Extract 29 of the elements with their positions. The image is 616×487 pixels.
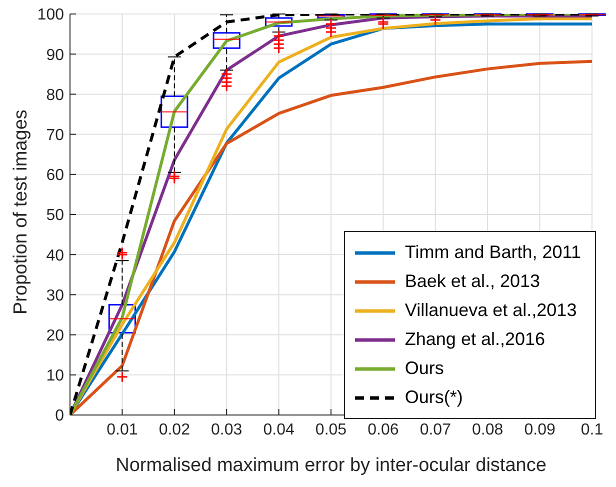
x-tick-label: 0.02 xyxy=(158,421,190,438)
y-tick-label: 80 xyxy=(46,86,64,104)
y-tick-label: 50 xyxy=(46,207,64,224)
y-tick-label: 20 xyxy=(46,327,64,344)
x-tick-label: 0.09 xyxy=(524,421,556,438)
x-tick-label: 0.05 xyxy=(315,421,347,438)
x-tick-label: 0.04 xyxy=(263,421,294,438)
legend-label: Villanueva et al.,2013 xyxy=(404,300,577,321)
x-tick-label: 0.07 xyxy=(420,421,452,438)
y-tick-label: 30 xyxy=(46,287,64,304)
legend-label: Ours(*) xyxy=(404,387,463,408)
x-tick-label: 0.03 xyxy=(211,421,242,438)
x-axis-title: Normalised maximum error by inter-ocular distance xyxy=(116,455,546,476)
legend-label: Zhang et al.,2016 xyxy=(404,329,546,350)
x-tick-label: 0.1 xyxy=(580,421,604,438)
y-tick-label: 10 xyxy=(46,368,64,385)
y-tick-label: 70 xyxy=(46,126,64,144)
y-tick-label: 0 xyxy=(55,408,64,425)
y-tick-label: 90 xyxy=(46,46,64,64)
legend-label: Timm and Barth, 2011 xyxy=(404,242,581,263)
y-tick-label: 100 xyxy=(37,6,64,24)
y-tick-label: 60 xyxy=(46,167,64,184)
y-tick-label: 40 xyxy=(46,247,64,264)
x-tick-label: 0.08 xyxy=(472,421,504,438)
x-tick-label: 0.06 xyxy=(368,421,399,438)
legend-label: Ours xyxy=(404,358,444,379)
legend-label: Baek et al., 2013 xyxy=(404,271,540,292)
x-tick-label: 0.01 xyxy=(106,421,138,438)
y-axis-title: Propotion of test images xyxy=(10,110,32,314)
